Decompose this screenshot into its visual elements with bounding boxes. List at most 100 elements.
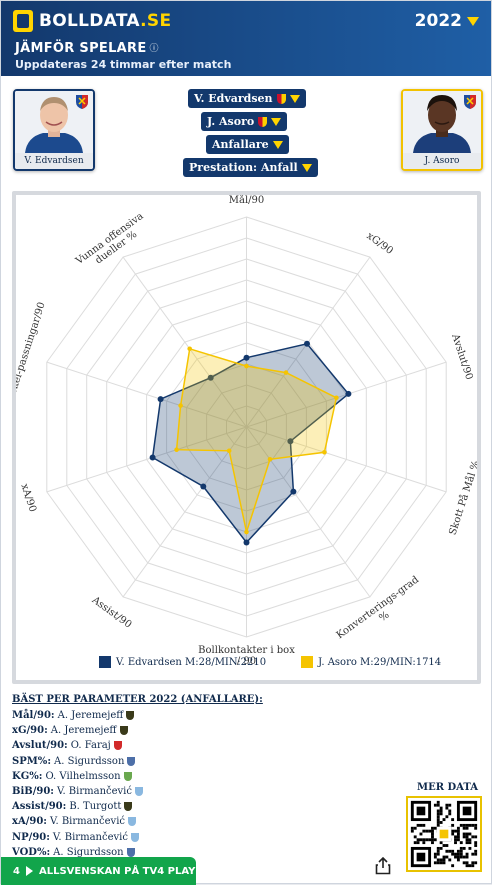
best-row[interactable]: xA/90: V. Birmančević bbox=[12, 814, 263, 829]
data-point[interactable] bbox=[334, 395, 339, 401]
play-icon bbox=[25, 866, 33, 876]
player-card-left[interactable]: V. Edvardsen bbox=[13, 89, 95, 171]
radar-chart: Mål/90 xG/90 Avslut/90 Skott På Mål % Konver… bbox=[3, 194, 482, 667]
axis-label: Nyckel-passningar/90 bbox=[3, 301, 48, 409]
legend-swatch bbox=[99, 656, 111, 668]
best-player: A. Sigurdsson bbox=[53, 846, 124, 858]
data-point[interactable] bbox=[287, 438, 294, 445]
qr-code[interactable] bbox=[406, 796, 482, 872]
svg-text:Avslut/90: Avslut/90 bbox=[449, 332, 474, 381]
best-row[interactable]: KG%: O. Vilhelmsson bbox=[12, 769, 263, 784]
player2-select[interactable]: J. Asoro bbox=[201, 112, 288, 131]
best-player: V. Birmančević bbox=[56, 786, 132, 798]
svg-text:Skott På Mål %: Skott På Mål % bbox=[447, 459, 477, 537]
axis-label: Assist/90 bbox=[89, 594, 133, 630]
preset-select[interactable]: Prestation: Anfall bbox=[183, 158, 318, 177]
axis-label: Konverterings-grad% bbox=[335, 574, 428, 650]
legend-swatch bbox=[301, 656, 314, 668]
svg-text:Konverterings-grad%: Konverterings-grad% bbox=[335, 574, 428, 650]
data-point[interactable] bbox=[243, 354, 250, 361]
grid-spoke bbox=[122, 256, 247, 428]
data-point[interactable] bbox=[178, 403, 183, 408]
tv4-logo: 4 bbox=[13, 865, 20, 877]
data-point[interactable] bbox=[157, 396, 164, 403]
best-row[interactable]: Assist/90: B. Turgott bbox=[12, 799, 263, 814]
best-row[interactable]: Avslut/90: O. Faraj bbox=[12, 738, 263, 753]
grid-spoke bbox=[46, 361, 247, 428]
best-param: xA/90: bbox=[12, 816, 47, 828]
data-point[interactable] bbox=[174, 447, 179, 452]
player-card-right[interactable]: J. Asoro bbox=[401, 89, 483, 171]
legend-item-left[interactable]: V. Edvardsen M:28/MIN:2210 bbox=[99, 656, 266, 668]
tv4-play-banner[interactable]: 4 ALLSVENSKAN PÅ TV4 PLAY bbox=[1, 857, 196, 885]
data-point[interactable] bbox=[304, 340, 310, 347]
grid-spoke bbox=[246, 426, 447, 493]
svg-text:Mål/90: Mål/90 bbox=[229, 195, 265, 206]
data-point[interactable] bbox=[207, 374, 214, 381]
svg-text:xG/90: xG/90 bbox=[364, 231, 395, 257]
svg-text:Assist/90: Assist/90 bbox=[89, 594, 133, 630]
grid-spoke bbox=[122, 426, 247, 598]
page-subtitle: Uppdateras 24 timmar efter match bbox=[15, 58, 232, 71]
legend-item-right[interactable]: J. Asoro M:29/MIN:1714 bbox=[301, 656, 441, 668]
best-player: O. Vilhelmsson bbox=[45, 770, 121, 782]
data-point[interactable] bbox=[187, 346, 192, 352]
position-select[interactable]: Anfallare bbox=[206, 135, 289, 154]
grid-spoke bbox=[46, 426, 247, 493]
best-row[interactable]: SPM%: A. Sigurdsson bbox=[12, 754, 263, 769]
more-data-label: MER DATA bbox=[417, 782, 479, 793]
data-point[interactable] bbox=[322, 450, 327, 455]
axis-label: Skott På Mål % bbox=[447, 459, 482, 537]
share-icon[interactable] bbox=[375, 857, 391, 875]
best-player: V. Birmančević bbox=[52, 831, 128, 843]
best-per-parameter: BÄST PER PARAMETER 2022 (ANFALLARE): Mål… bbox=[12, 694, 263, 860]
data-point[interactable] bbox=[244, 529, 249, 535]
data-point[interactable] bbox=[267, 457, 273, 462]
club-shield-icon bbox=[119, 726, 128, 736]
chart-legend: V. Edvardsen M:28/MIN:2210 J. Asoro M:29… bbox=[99, 656, 441, 668]
club-shield-icon bbox=[76, 95, 88, 109]
best-row[interactable]: NP/90: V. Birmančević bbox=[12, 830, 263, 845]
chevron-down-icon bbox=[467, 16, 479, 26]
header: BOLLDATA.SE 2022 JÄMFÖR SPELARE ⓘ Uppdate… bbox=[1, 1, 491, 76]
best-player: B. Turgott bbox=[69, 801, 122, 813]
best-row[interactable]: BiB/90: V. Birmančević bbox=[12, 784, 263, 799]
best-param: xG/90: bbox=[12, 725, 48, 737]
best-title: BÄST PER PARAMETER 2022 (ANFALLARE): bbox=[12, 694, 263, 705]
club-shield-icon bbox=[134, 787, 143, 797]
data-point[interactable] bbox=[200, 483, 207, 490]
page-title: JÄMFÖR SPELARE ⓘ bbox=[15, 41, 159, 56]
best-param: BiB/90: bbox=[12, 786, 54, 798]
club-shield-icon bbox=[128, 817, 136, 827]
data-point[interactable] bbox=[226, 448, 232, 454]
best-param: SPM%: bbox=[12, 755, 52, 767]
data-point[interactable] bbox=[283, 370, 289, 375]
axis-label: xG/90 bbox=[364, 231, 395, 257]
best-param: NP/90: bbox=[12, 831, 50, 843]
club-shield-icon bbox=[276, 93, 286, 104]
best-row[interactable]: Mål/90: A. Jeremejeff bbox=[12, 708, 263, 723]
data-point[interactable] bbox=[244, 363, 249, 369]
best-param: Avslut/90: bbox=[12, 740, 68, 752]
svg-text:Bollkontakter i box/ 90: Bollkontakter i box/ 90 bbox=[198, 645, 295, 667]
player1-select[interactable]: V. Edvardsen bbox=[188, 89, 306, 108]
chevron-down-icon bbox=[272, 140, 283, 149]
data-point[interactable] bbox=[345, 390, 352, 397]
club-shield-icon bbox=[130, 832, 139, 842]
year-value: 2022 bbox=[414, 11, 462, 31]
axis-label: Vunna offensivadueller % bbox=[73, 211, 145, 268]
svg-text:xA/90: xA/90 bbox=[19, 482, 38, 513]
grid-spoke bbox=[246, 426, 371, 598]
best-param: Mål/90: bbox=[12, 710, 55, 722]
data-point[interactable] bbox=[149, 454, 156, 461]
logo[interactable]: BOLLDATA.SE bbox=[13, 10, 171, 32]
club-shield-icon bbox=[464, 95, 476, 109]
best-row[interactable]: VOD%: A. Sigurdsson bbox=[12, 845, 263, 860]
year-selector[interactable]: 2022 bbox=[415, 11, 479, 31]
data-point[interactable] bbox=[290, 488, 297, 495]
info-icon[interactable]: ⓘ bbox=[149, 44, 159, 54]
logo-text: BOLLDATA bbox=[39, 11, 141, 31]
best-row[interactable]: xG/90: A. Jeremejeff bbox=[12, 723, 263, 738]
data-point[interactable] bbox=[243, 539, 250, 546]
player-name: V. Edvardsen bbox=[15, 153, 93, 169]
